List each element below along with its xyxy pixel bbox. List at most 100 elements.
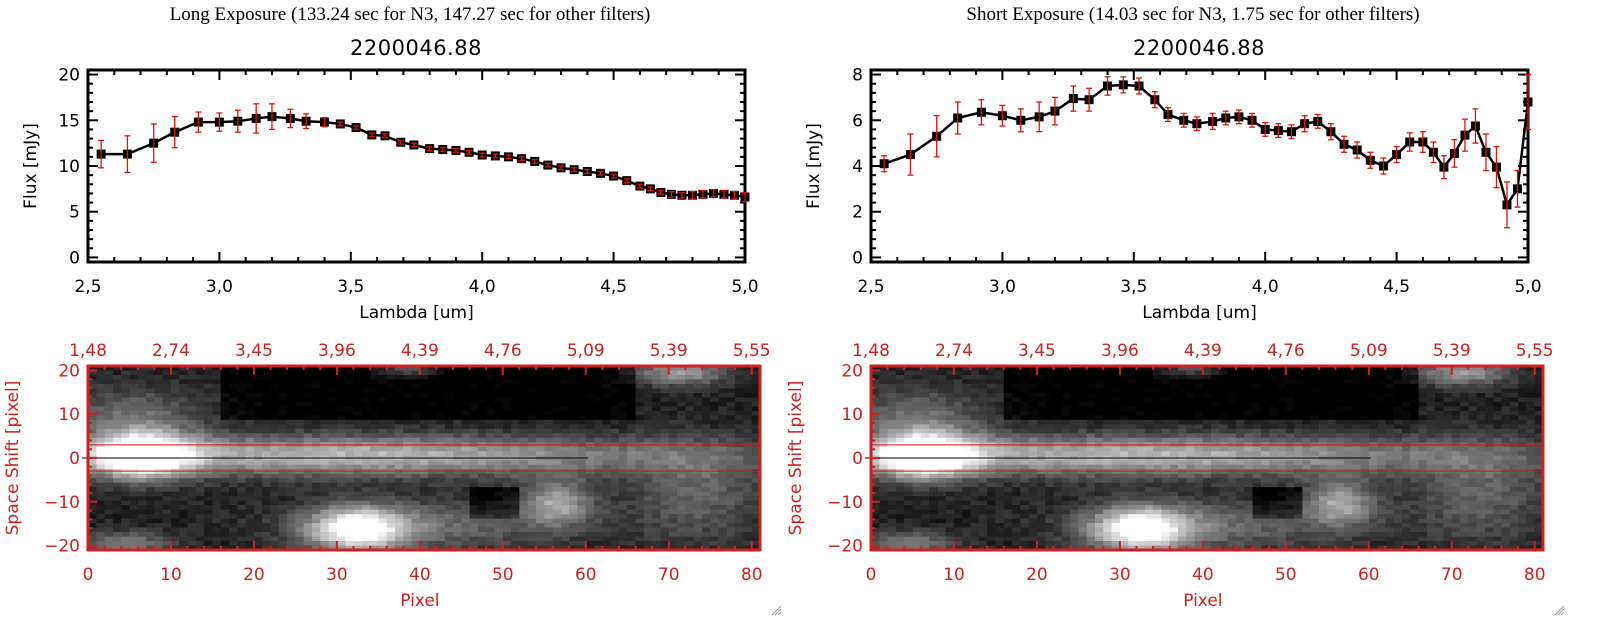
heatmap-cell: [336, 424, 346, 430]
heatmap-cell: [912, 410, 922, 416]
heatmap-cell: [295, 460, 305, 466]
heatmap-cell: [212, 410, 222, 416]
heatmap-cell: [1294, 410, 1304, 416]
heatmap-cell: [970, 383, 980, 390]
heatmap-cell: [394, 366, 404, 372]
heatmap-cell: [718, 523, 728, 529]
heatmap-cell: [1136, 383, 1146, 390]
heatmap-cell: [245, 437, 255, 443]
heatmap-cell: [419, 437, 429, 443]
heatmap-cell: [394, 383, 404, 390]
heatmap-cell: [146, 388, 155, 394]
heatmap-cell: [1078, 388, 1088, 394]
heatmap-cell: [693, 464, 703, 470]
heatmap-cell: [585, 460, 595, 466]
heatmap-cell: [453, 505, 462, 511]
heatmap-cell: [212, 374, 222, 381]
heatmap-cell: [419, 374, 429, 381]
heatmap-cell: [461, 487, 471, 493]
heatmap-cell: [204, 482, 214, 488]
heatmap-cell: [104, 419, 114, 425]
heatmap-cell: [585, 366, 595, 372]
heatmap-cell: [693, 415, 703, 421]
heatmap-cell: [602, 478, 612, 484]
heatmap-cell: [287, 518, 297, 524]
heatmap-cell: [1227, 379, 1237, 385]
heatmap-cell: [237, 482, 247, 488]
heatmap-cell: [1003, 366, 1013, 372]
heatmap-cell: [953, 406, 963, 412]
heatmap-cell: [751, 397, 761, 403]
heatmap-cell: [618, 500, 628, 506]
heatmap-cell: [627, 500, 637, 506]
heatmap-cell: [502, 383, 512, 390]
heatmap-cell: [411, 451, 421, 457]
heatmap-cell: [652, 514, 662, 520]
heatmap-cell: [469, 366, 479, 372]
heatmap-cell: [718, 433, 728, 439]
heatmap-cell: [552, 379, 562, 385]
error-bar: [1051, 96, 1058, 126]
heatmap-cell: [544, 500, 554, 506]
heatmap-cell: [179, 370, 189, 376]
heatmap-cell: [904, 388, 914, 394]
heatmap-cell: [693, 370, 703, 376]
heatmap-cell: [220, 392, 230, 399]
heatmap-cell: [585, 379, 595, 385]
heatmap-cell: [1153, 388, 1162, 394]
heatmap-cell: [1269, 397, 1279, 403]
heatmap-cell: [1128, 410, 1138, 416]
heatmap-cell: [1476, 401, 1486, 407]
heatmap-cell: [129, 446, 139, 452]
heatmap-cell: [220, 464, 230, 470]
heatmap-cell: [1012, 374, 1021, 381]
heatmap-cell: [353, 478, 363, 484]
heatmap-cell: [212, 451, 222, 457]
heatmap-cell: [536, 482, 545, 488]
heatmap-cell: [1028, 406, 1038, 412]
heatmap-cell: [502, 428, 512, 434]
heatmap-cell: [735, 433, 745, 439]
heatmap-cell: [345, 419, 355, 425]
heatmap-cell: [668, 397, 678, 403]
heatmap-cell: [560, 536, 570, 542]
heatmap-cell: [519, 478, 529, 484]
heatmap-cell: [527, 397, 537, 403]
heatmap-cell: [336, 460, 346, 466]
heatmap-cell: [502, 392, 512, 399]
heatmap-cell: [444, 473, 454, 479]
heatmap-cell: [370, 374, 379, 381]
heatmap-cell: [895, 379, 905, 385]
heatmap-cell: [552, 487, 562, 493]
heatmap-cell: [1377, 392, 1386, 399]
heatmap-cell: [536, 487, 545, 493]
heatmap-cell: [701, 460, 711, 466]
heatmap-cell: [1401, 406, 1411, 412]
heatmap-cell: [1285, 397, 1295, 403]
heatmap-cell: [312, 397, 321, 403]
heatmap-cell: [453, 500, 462, 506]
heatmap-cell: [560, 446, 570, 452]
heatmap-cell: [154, 509, 164, 515]
heatmap-cell: [1476, 383, 1486, 390]
heatmap-cell: [643, 514, 653, 520]
heatmap-cell: [137, 541, 147, 547]
heatmap-cell: [1285, 366, 1295, 372]
heatmap-cell: [1343, 370, 1353, 376]
heatmap-cell: [710, 514, 720, 520]
heatmap-cell: [270, 437, 280, 443]
error-bar: [731, 190, 738, 200]
heatmap-cell: [1111, 374, 1121, 381]
heatmap-cell: [660, 541, 670, 547]
heatmap-cell: [962, 401, 972, 407]
heatmap-cell: [1335, 392, 1345, 399]
heatmap-cell: [121, 370, 131, 376]
heatmap-cell: [411, 383, 421, 390]
heatmap-cell: [660, 464, 670, 470]
heatmap-cell: [378, 366, 388, 372]
heatmap-cell: [88, 433, 97, 439]
heatmap-cell: [627, 460, 637, 466]
heatmap-cell: [569, 509, 579, 515]
heatmap-cell: [635, 496, 645, 502]
